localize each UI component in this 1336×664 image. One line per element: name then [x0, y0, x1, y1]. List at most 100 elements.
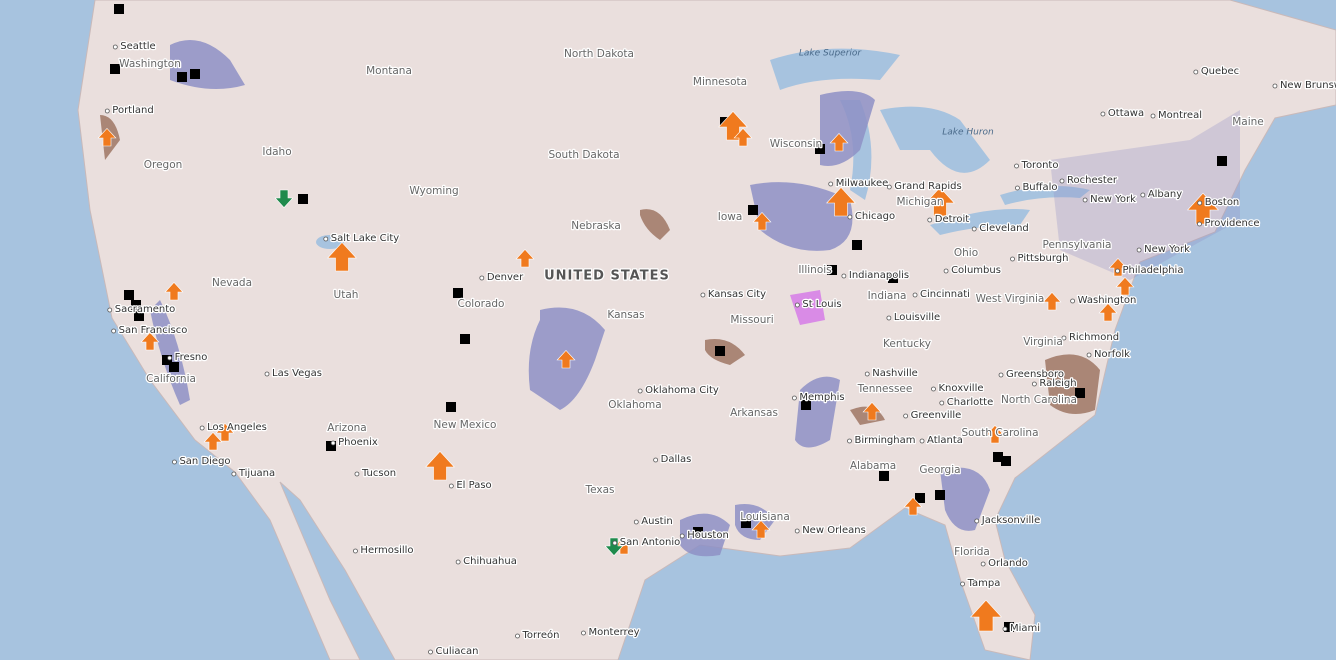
city-dot [455, 559, 461, 565]
place-label: Denver [487, 272, 524, 283]
place-label: Memphis [799, 392, 844, 403]
place-label: Greensboro [1006, 369, 1064, 380]
labels: North Dakota Montana Minnesota Lake Superio… [104, 40, 1336, 658]
site-marker [110, 64, 120, 74]
place-label: Montana [366, 65, 412, 77]
site-marker [162, 355, 172, 365]
place-label: Buffalo [1022, 182, 1057, 193]
place-label: Atlanta [927, 435, 963, 446]
city-dot [167, 355, 173, 361]
place-label: Arizona [327, 422, 366, 434]
place-label: Sacramento [115, 304, 175, 315]
place-label: Dallas [661, 454, 692, 465]
place-label: Providence [1204, 218, 1259, 229]
city-dot [939, 400, 945, 406]
place-label: Virginia [1023, 336, 1063, 348]
city-dot [633, 519, 639, 525]
trend-arrow [1186, 192, 1220, 225]
city-dot [581, 630, 586, 636]
city-dot [637, 388, 643, 394]
site-marker [190, 69, 200, 79]
city-dot [111, 328, 117, 334]
city-dot [1014, 163, 1019, 169]
city-dot [886, 315, 892, 321]
trend-arrow [604, 537, 624, 557]
site-marker [446, 402, 456, 412]
place-label: Albany [1148, 189, 1182, 200]
place-label: Las Vegas [272, 368, 322, 379]
trend-arrow [1098, 302, 1118, 322]
city-dot [791, 395, 797, 401]
trend-arrow [718, 110, 748, 141]
place-label: Hermosillo [360, 545, 413, 556]
city-dot [847, 214, 853, 220]
trend-arrow [1115, 276, 1135, 296]
place-label: Torreón [522, 629, 560, 641]
city-dot [653, 457, 659, 463]
place-label: Fresno [175, 352, 208, 363]
place-label: Tennessee [857, 383, 913, 395]
place-label: Richmond [1069, 332, 1119, 343]
city-dot [971, 226, 977, 232]
city-dot [448, 483, 454, 489]
trend-arrow [751, 519, 771, 539]
city-dot [931, 386, 936, 392]
site-marker [326, 441, 336, 451]
site-marker [134, 311, 144, 321]
site-marker [1217, 156, 1227, 166]
city-dot [1015, 185, 1020, 191]
place-label: New Mexico [434, 419, 497, 431]
city-dot [960, 581, 965, 587]
city-dot [1136, 247, 1142, 253]
place-label: Georgia [919, 464, 960, 476]
place-label: Minnesota [693, 76, 747, 88]
city-dot [886, 184, 892, 190]
city-dot [1140, 192, 1146, 198]
place-label: Pittsburgh [1018, 253, 1069, 264]
place-label: Idaho [262, 146, 291, 158]
place-label: Chihuahua [463, 556, 517, 567]
place-label: Kansas [607, 309, 644, 321]
place-label: Austin [641, 516, 672, 527]
place-label: Colorado [458, 298, 505, 310]
place-label: El Paso [456, 480, 491, 491]
place-label: Orlando [988, 558, 1028, 569]
site-marker [131, 300, 141, 310]
trend-arrow [752, 211, 772, 231]
trend-arrow [327, 241, 357, 272]
place-label: Oregon [144, 159, 183, 171]
place-label: Florida [954, 546, 990, 558]
city-dot [980, 561, 986, 567]
site-marker [915, 493, 925, 503]
place-label: Rochester [1067, 175, 1118, 186]
site-marker [1075, 388, 1085, 398]
place-label: Tampa [967, 578, 1001, 589]
trend-arrow [274, 189, 294, 209]
city-dot [679, 533, 685, 539]
place-label: Cleveland [979, 223, 1029, 234]
place-label: Nashville [872, 368, 918, 379]
city-dot [1031, 381, 1037, 387]
trend-arrow [140, 331, 160, 351]
place-label: Portland [112, 105, 153, 116]
city-dot [353, 548, 358, 554]
place-label: Greenville [911, 410, 962, 421]
place-label: Columbus [951, 265, 1001, 276]
site-marker [460, 334, 470, 344]
site-marker [169, 362, 179, 372]
place-label: Birmingham [855, 435, 916, 446]
place-label: Pennsylvania [1043, 239, 1112, 251]
city-dot [172, 459, 177, 465]
city-dot [1100, 111, 1106, 117]
site-marker [748, 205, 758, 215]
city-dot [1059, 178, 1065, 184]
place-label: Philadelphia [1123, 265, 1184, 276]
city-dot [323, 236, 329, 242]
place-label: New York [1090, 194, 1136, 205]
place-label: Michigan [896, 196, 943, 208]
city-dot [903, 413, 909, 419]
trend-arrow [826, 186, 856, 217]
place-label: North Carolina [1001, 394, 1077, 406]
place-label: Nebraska [571, 220, 621, 232]
place-label: Lake Superior [799, 49, 863, 59]
